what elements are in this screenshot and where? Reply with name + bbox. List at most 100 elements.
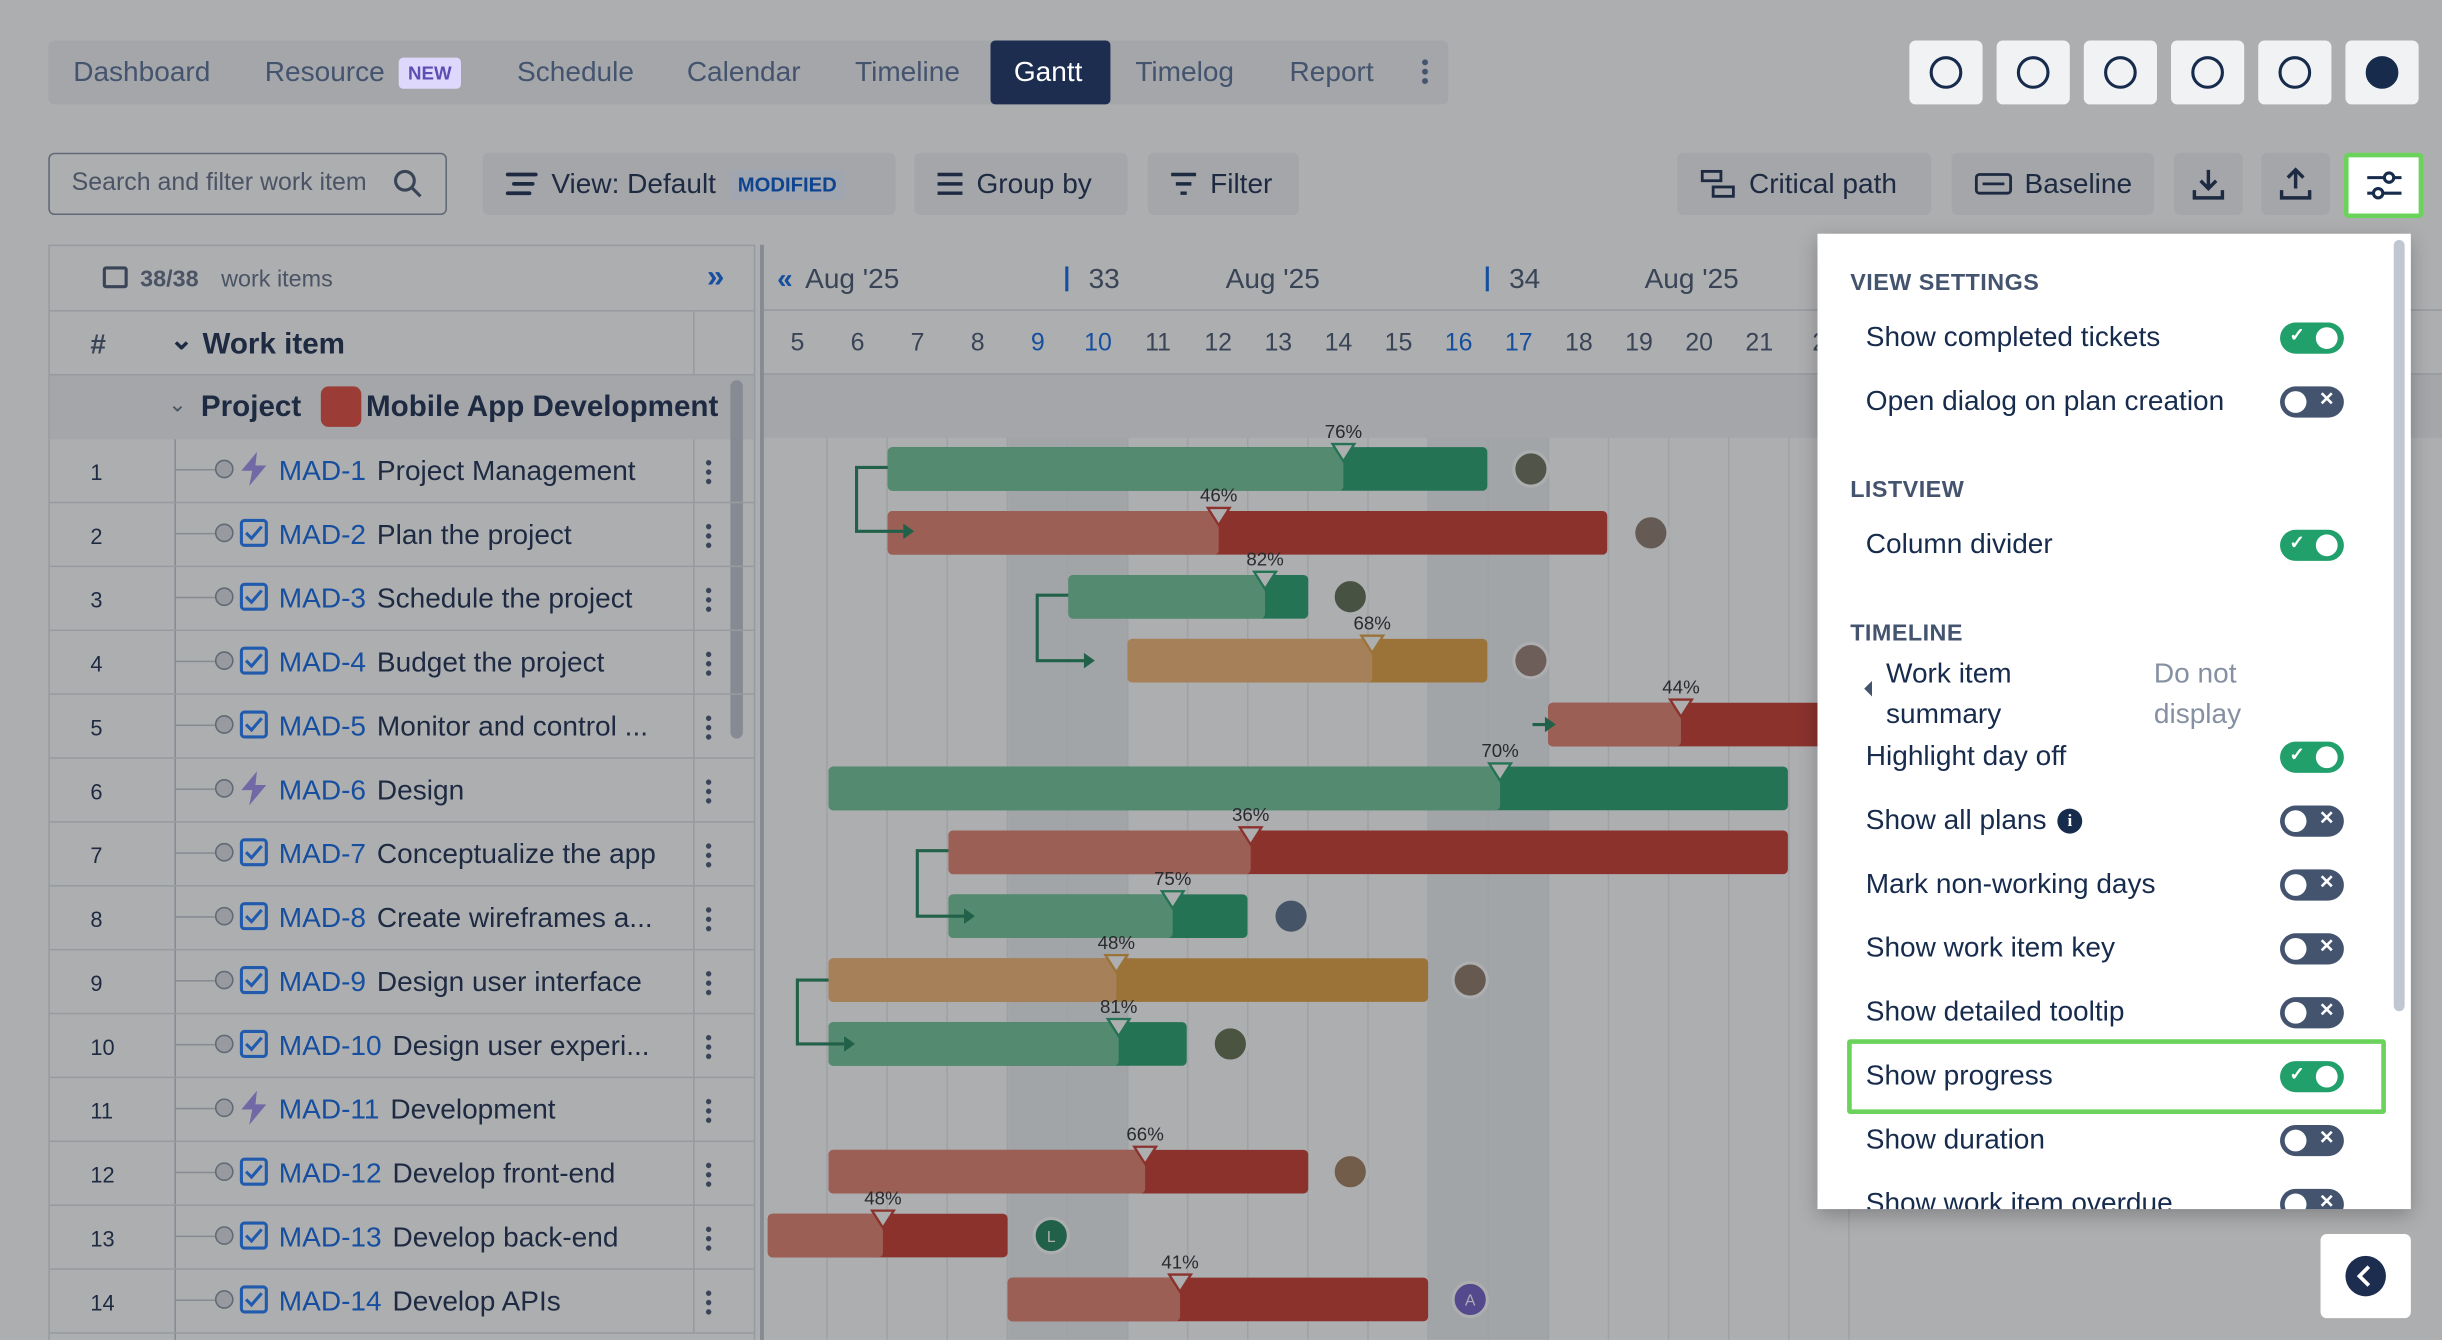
- work-item-key[interactable]: MAD-10: [278, 1029, 382, 1062]
- status-dot: [214, 587, 234, 607]
- check: [244, 589, 263, 605]
- row-separator: [49, 693, 754, 695]
- row-number: 9: [90, 970, 103, 996]
- tree-branch: [174, 1043, 215, 1046]
- num-column-header: #: [90, 328, 106, 360]
- search[interactable]: Search and filter work item: [48, 152, 447, 216]
- row-divider: [693, 439, 695, 504]
- toggle[interactable]: ✕: [2280, 1188, 2344, 1210]
- progress-label: 76%: [1325, 421, 1362, 442]
- baseline-button[interactable]: Baseline: [1951, 152, 2154, 216]
- highlight-box: [1847, 1039, 2386, 1115]
- filter-button[interactable]: Filter: [1147, 152, 1299, 216]
- work-item-key[interactable]: MAD-7: [278, 838, 367, 870]
- row-menu: [705, 713, 712, 742]
- month-label: Aug '25: [1645, 263, 1739, 294]
- status-dot: [214, 779, 234, 798]
- progress-marker: [869, 1209, 896, 1230]
- toggle-knob: [2284, 1193, 2307, 1210]
- row-separator: [49, 757, 754, 759]
- progress-label: 48%: [1098, 932, 1135, 953]
- toggle-knob: [2284, 1129, 2307, 1152]
- active-tab: [990, 40, 1111, 105]
- upload-button[interactable]: [2261, 152, 2330, 216]
- toggle[interactable]: ✕: [2280, 997, 2344, 1029]
- setting-label: Show all plans: [1865, 803, 2047, 836]
- toggle[interactable]: ✓: [2280, 1061, 2344, 1093]
- setting-label: Open dialog on plan creation: [1865, 384, 2225, 417]
- setting-value: Do not display: [2153, 657, 2242, 730]
- task-icon: [239, 710, 268, 739]
- settings-button[interactable]: [2343, 152, 2424, 219]
- progress-marker: [1359, 634, 1386, 656]
- work-item-key[interactable]: MAD-2: [278, 518, 367, 551]
- nav-tab[interactable]: Schedule: [517, 56, 634, 88]
- toggle-glyph: ✓: [2289, 324, 2306, 346]
- toggle-glyph: ✕: [2318, 998, 2335, 1021]
- nav-tab[interactable]: Timelog: [1135, 56, 1235, 88]
- status-dot: [214, 842, 234, 862]
- work-item-key[interactable]: MAD-12: [278, 1157, 382, 1189]
- nav-tab[interactable]: Timeline: [855, 56, 960, 88]
- task-icon: [239, 582, 268, 611]
- work-item-title: Project Management: [376, 454, 636, 487]
- toggle[interactable]: ✓: [2280, 322, 2344, 354]
- work-item-key[interactable]: MAD-14: [278, 1285, 382, 1317]
- toggle[interactable]: ✕: [2280, 869, 2344, 901]
- baseline-label: Baseline: [2024, 167, 2133, 199]
- work-item-key[interactable]: MAD-1: [278, 454, 367, 487]
- row-number: 14: [90, 1290, 115, 1316]
- toggle[interactable]: ✕: [2280, 933, 2344, 965]
- download-button[interactable]: [2174, 152, 2243, 216]
- icon-button[interactable]: [2171, 40, 2245, 105]
- work-item-key[interactable]: MAD-5: [278, 710, 367, 742]
- toggle[interactable]: ✕: [2280, 1124, 2344, 1157]
- icon-button[interactable]: [2345, 40, 2419, 105]
- row-menu: [705, 777, 712, 806]
- work-item-title: Create wireframes a...: [376, 902, 653, 934]
- tab-badge: NEW: [398, 57, 461, 89]
- work-item-key[interactable]: MAD-3: [278, 582, 367, 614]
- task-icon: [239, 1285, 268, 1314]
- tree-branch: [174, 1299, 215, 1302]
- scroll-left: «: [777, 263, 793, 294]
- row-divider: [693, 694, 695, 759]
- toggle[interactable]: ✓: [2280, 529, 2344, 561]
- critical-path-button[interactable]: Critical path: [1677, 152, 1932, 216]
- icon-button[interactable]: [1909, 40, 1983, 105]
- icon-button[interactable]: [1996, 40, 2070, 105]
- icon-button[interactable]: [2083, 40, 2157, 105]
- toggle[interactable]: ✕: [2280, 386, 2344, 418]
- work-item-key[interactable]: MAD-9: [278, 966, 367, 998]
- icon-button[interactable]: [2258, 40, 2332, 105]
- work-item-key[interactable]: MAD-11: [278, 1093, 380, 1125]
- work-item-key[interactable]: MAD-13: [278, 1221, 382, 1253]
- nav-tab[interactable]: Gantt: [1013, 56, 1083, 88]
- nav-tab[interactable]: Report: [1289, 56, 1374, 88]
- work-item-key[interactable]: MAD-6: [278, 774, 367, 806]
- toggle[interactable]: ✓: [2280, 741, 2344, 773]
- item-count-suffix: work items: [221, 266, 333, 293]
- toggle-glyph: ✕: [2318, 1190, 2335, 1210]
- status-dot: [214, 523, 234, 543]
- view-button[interactable]: View: Default MODIFIED: [482, 152, 896, 216]
- nav-tab[interactable]: Calendar: [686, 56, 801, 88]
- settings-icon: [2366, 171, 2401, 200]
- work-item-key[interactable]: MAD-4: [278, 646, 367, 678]
- progress-label: 70%: [1481, 740, 1518, 761]
- nav-tab[interactable]: Dashboard: [73, 56, 211, 88]
- work-item-key[interactable]: MAD-8: [278, 902, 367, 934]
- progress-marker: [1237, 826, 1264, 847]
- collapse-button[interactable]: [2320, 1234, 2411, 1319]
- tree-branch: [174, 916, 215, 918]
- group-by-button[interactable]: Group by: [914, 152, 1128, 216]
- nav-tab[interactable]: Resource: [264, 56, 385, 88]
- toggle[interactable]: ✕: [2280, 805, 2344, 837]
- column-divider: [693, 311, 695, 376]
- tree-branch: [174, 788, 215, 790]
- progress-label: 81%: [1100, 996, 1137, 1017]
- row-number: 6: [90, 779, 103, 804]
- row-divider: [693, 503, 695, 568]
- bar-progress: [828, 766, 1501, 811]
- icon: [2365, 56, 2399, 89]
